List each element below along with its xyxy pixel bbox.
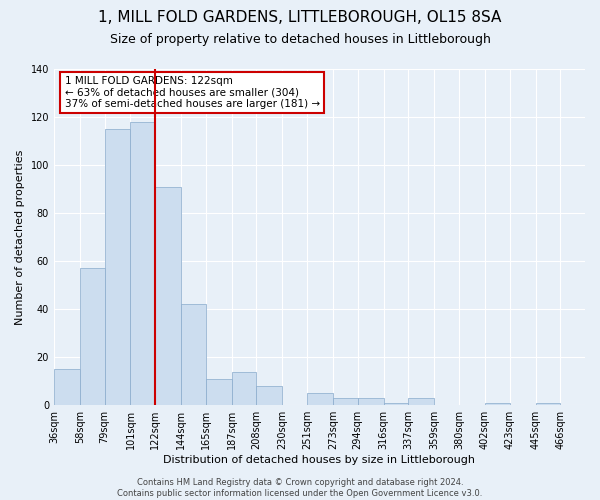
Bar <box>181 304 206 405</box>
Bar <box>307 393 333 405</box>
Bar <box>409 398 434 405</box>
Text: Size of property relative to detached houses in Littleborough: Size of property relative to detached ho… <box>110 32 490 46</box>
Bar <box>256 386 283 405</box>
Bar <box>54 369 80 405</box>
Bar <box>358 398 383 405</box>
Bar <box>383 403 409 405</box>
Bar <box>104 129 130 405</box>
Bar <box>232 372 256 405</box>
Bar <box>80 268 104 405</box>
Bar <box>536 403 560 405</box>
Bar <box>333 398 358 405</box>
Bar <box>155 186 181 405</box>
Text: Contains HM Land Registry data © Crown copyright and database right 2024.
Contai: Contains HM Land Registry data © Crown c… <box>118 478 482 498</box>
Bar <box>206 379 232 405</box>
Text: 1, MILL FOLD GARDENS, LITTLEBOROUGH, OL15 8SA: 1, MILL FOLD GARDENS, LITTLEBOROUGH, OL1… <box>98 10 502 25</box>
Bar <box>130 122 155 405</box>
X-axis label: Distribution of detached houses by size in Littleborough: Distribution of detached houses by size … <box>163 455 475 465</box>
Bar <box>485 403 509 405</box>
Text: 1 MILL FOLD GARDENS: 122sqm
← 63% of detached houses are smaller (304)
37% of se: 1 MILL FOLD GARDENS: 122sqm ← 63% of det… <box>65 76 320 109</box>
Y-axis label: Number of detached properties: Number of detached properties <box>15 150 25 325</box>
